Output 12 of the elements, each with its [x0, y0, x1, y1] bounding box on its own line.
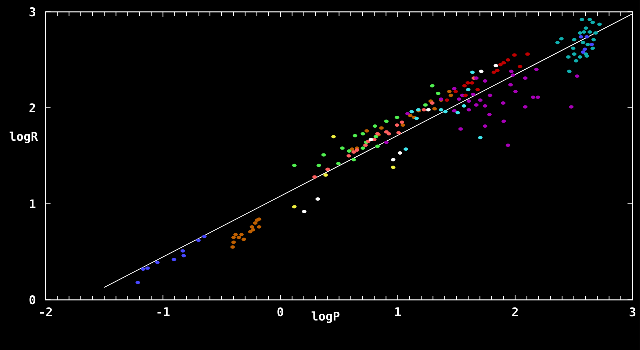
- x-tick-label: 0: [278, 308, 284, 317]
- y-axis-title: logR: [10, 132, 38, 144]
- y-tick-label: 0: [30, 296, 36, 305]
- x-tick-label: -2: [40, 308, 52, 317]
- y-tick-label: 2: [30, 104, 36, 113]
- x-tick-label: 2: [512, 308, 518, 317]
- x-tick-label: -1: [158, 308, 170, 316]
- x-tick-label: 1: [395, 308, 402, 316]
- x-tick-label: 3: [630, 308, 636, 317]
- y-tick-label: 1: [30, 200, 36, 208]
- x-axis-title: logP: [312, 312, 340, 324]
- y-tick-label: 3: [30, 8, 36, 17]
